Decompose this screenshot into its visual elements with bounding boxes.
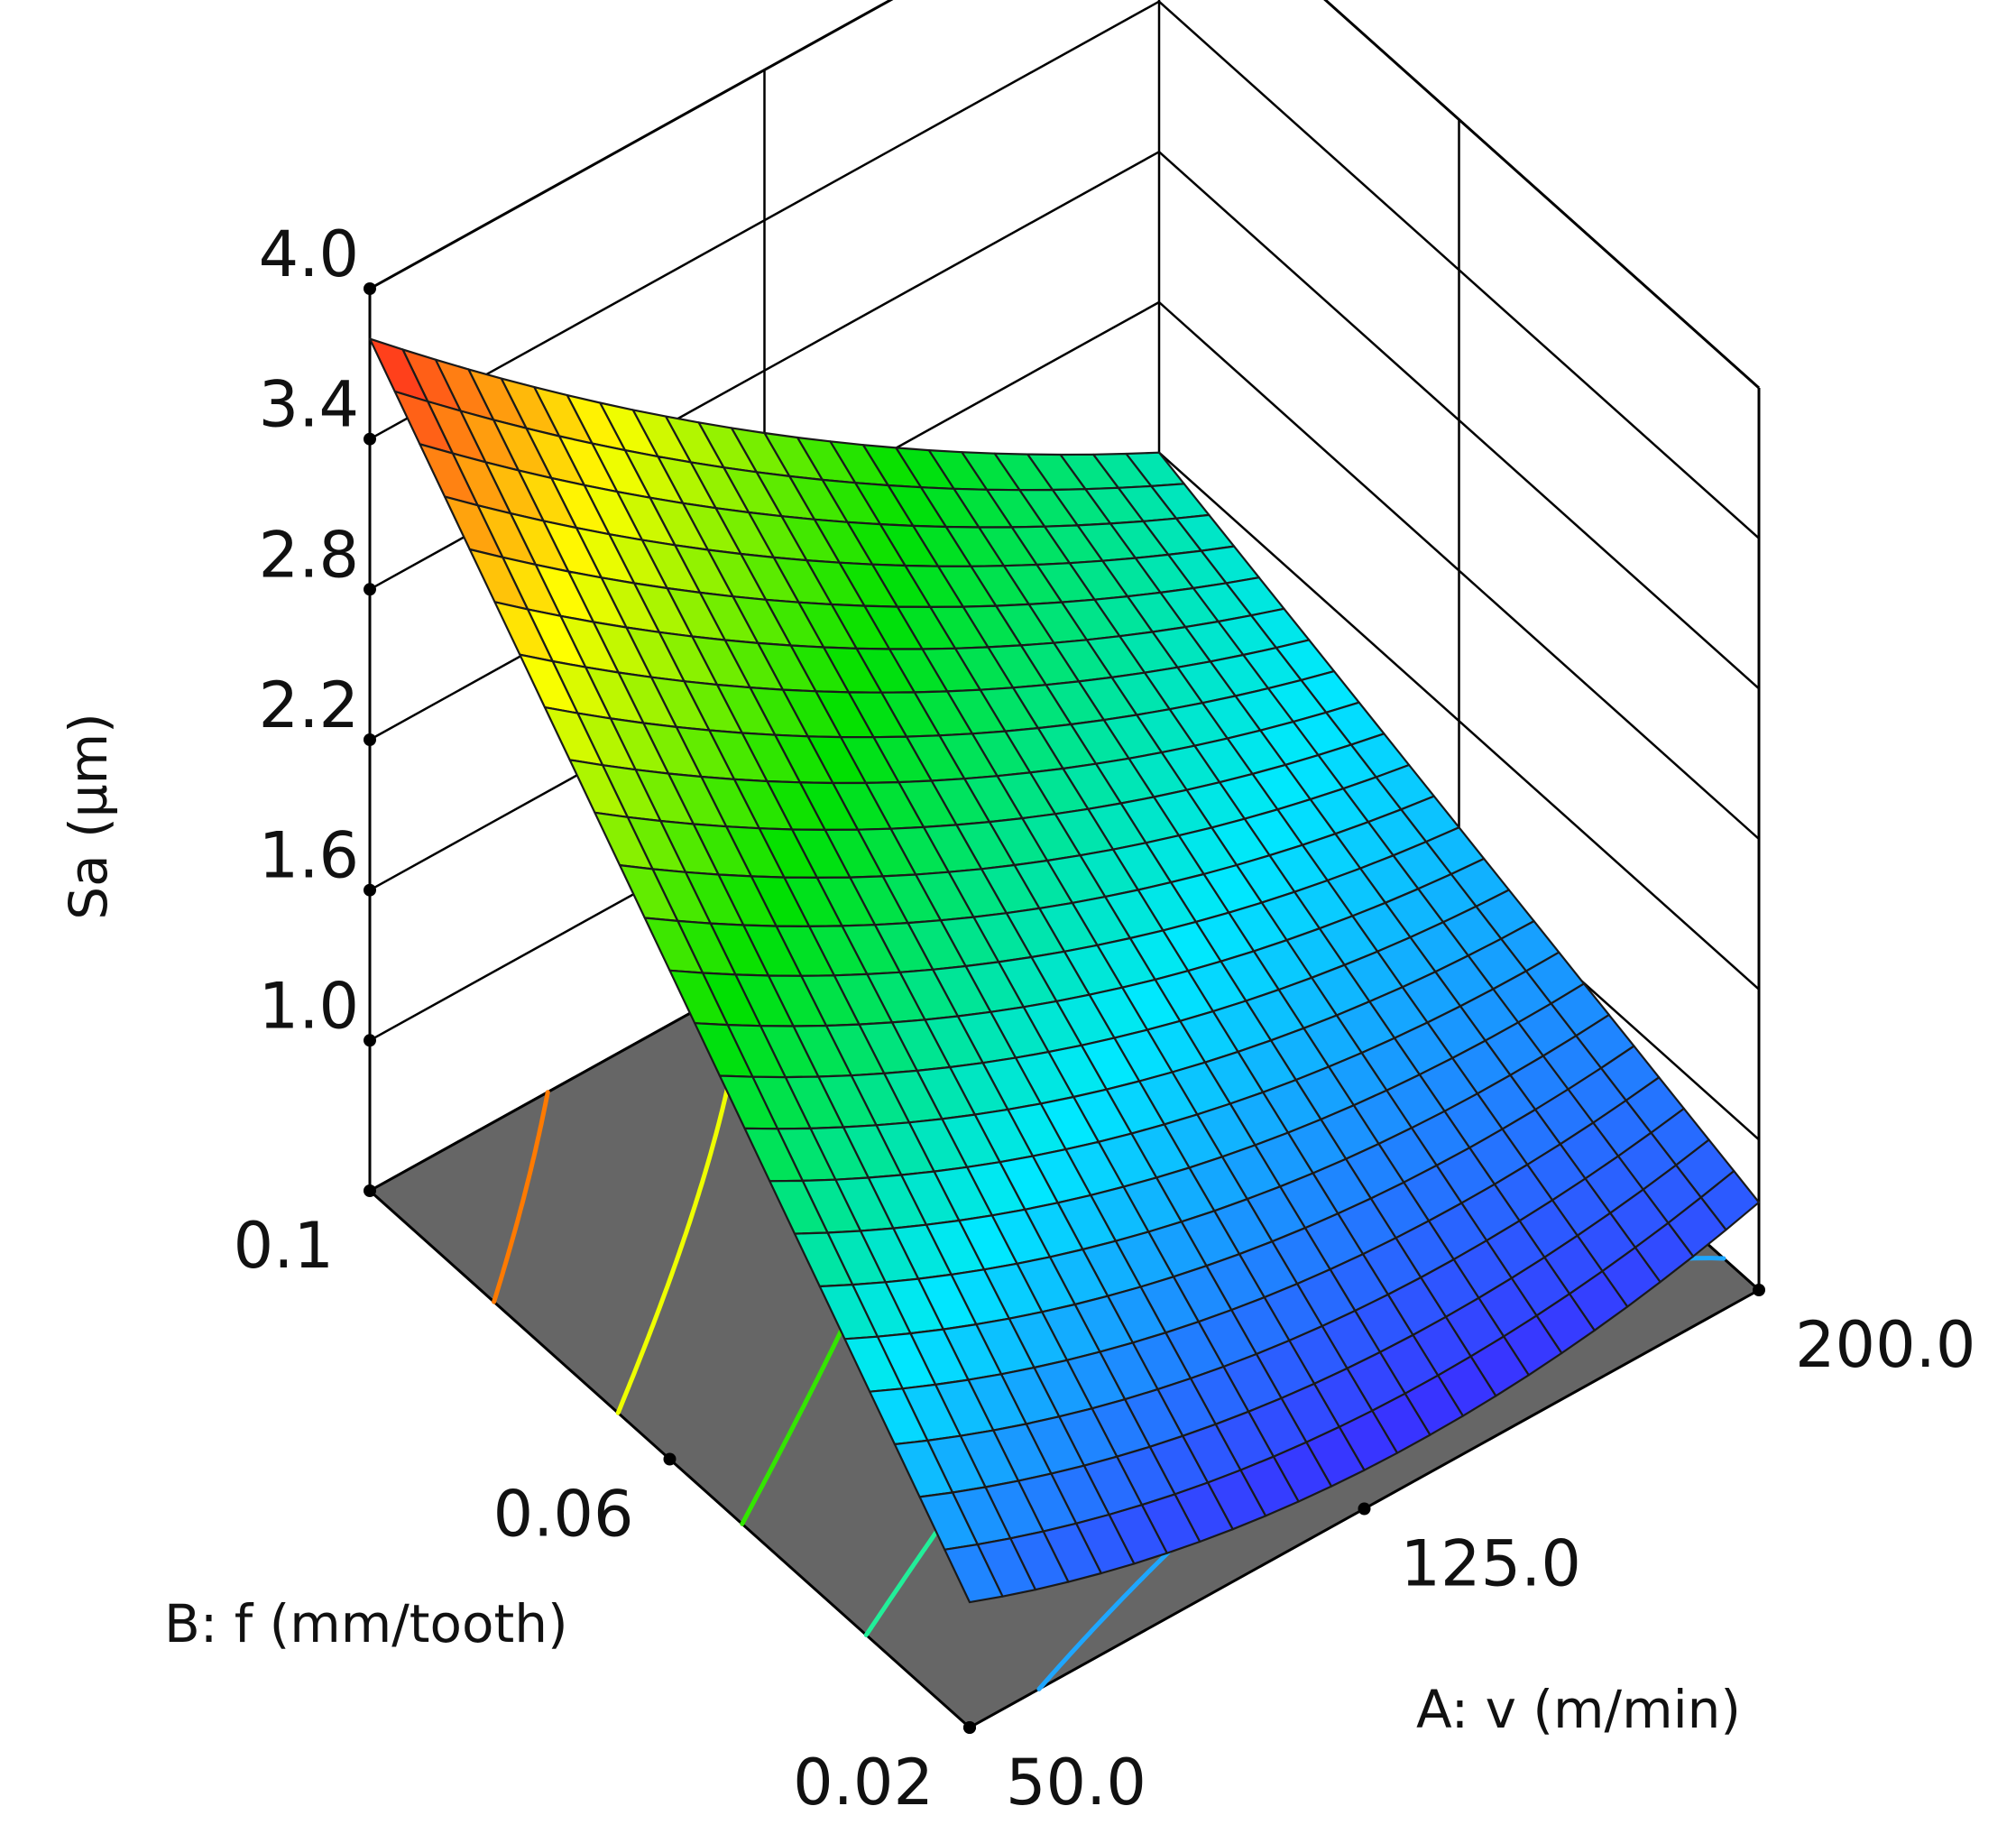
x-tick-label: 50.0	[1006, 1746, 1146, 1820]
z-tick-mark	[364, 583, 376, 596]
x-tick-mark	[963, 1721, 976, 1734]
contour-line-1	[492, 1090, 550, 1304]
y-tick-mark	[663, 1452, 677, 1466]
y-tick-label: 0.06	[493, 1478, 634, 1552]
x-tick-mark	[1753, 1284, 1765, 1296]
y-tick-label: 0.02	[793, 1746, 934, 1820]
z-tick-label: 1.0	[259, 969, 359, 1043]
x-axis-label: A: v (m/min)	[1416, 1679, 1741, 1740]
y-tick-label: 0.1	[234, 1209, 334, 1283]
surface-cell	[944, 1543, 1004, 1604]
axis-labels: Sa (µm) B: f (mm/tooth) A: v (m/min)	[58, 713, 1741, 1740]
y-tick-mark	[364, 1184, 376, 1197]
z-tick-mark	[364, 432, 376, 446]
z-tick-mark	[364, 733, 376, 746]
z-tick-mark	[364, 1034, 376, 1047]
z-tick-label: 1.6	[259, 819, 359, 893]
z-tick-label: 3.4	[259, 368, 359, 442]
axis-ticks: 1.0 1.6 2.2 2.8 3.4 4.0 0.02 0.06 0.1 50.0 125.0 20…	[234, 217, 1976, 1820]
plot-frame-back	[369, 0, 1761, 1292]
z-tick-mark	[364, 883, 376, 897]
y-axis-label: B: f (mm/tooth)	[164, 1593, 568, 1654]
z-tick-label: 2.2	[259, 668, 359, 742]
x-tick-label: 200.0	[1795, 1308, 1975, 1382]
z-tick-label: 4.0	[259, 217, 359, 291]
z-tick-label: 2.8	[259, 518, 359, 592]
x-tick-mark	[1358, 1502, 1371, 1516]
x-tick-label: 125.0	[1401, 1527, 1581, 1601]
z-tick-mark	[364, 282, 376, 295]
z-axis-label: Sa (µm)	[58, 713, 119, 919]
response-surface	[368, 337, 1761, 1604]
